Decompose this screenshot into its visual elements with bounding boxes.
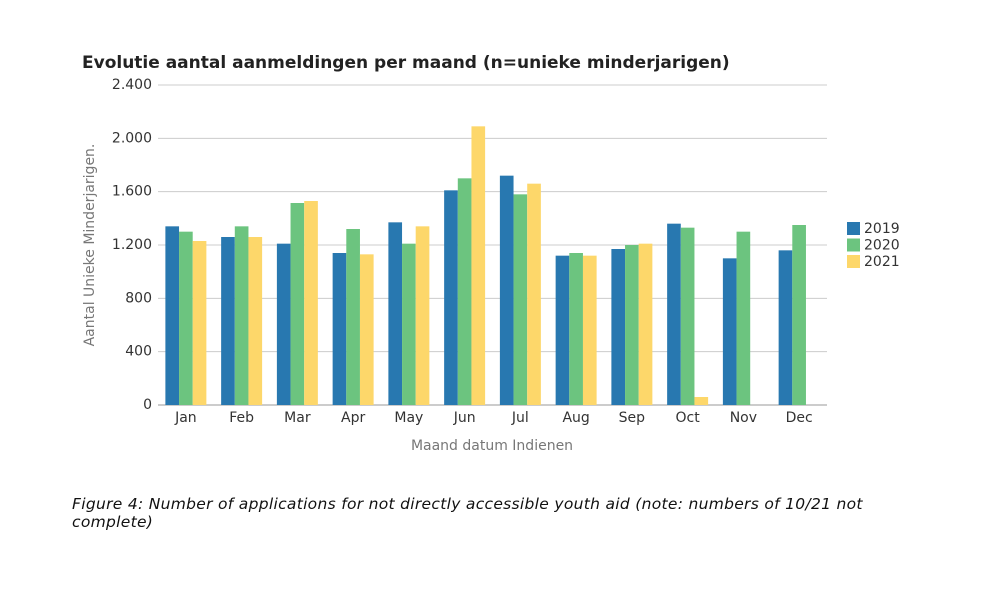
- bar: [527, 183, 541, 405]
- x-tick-label: Oct: [676, 410, 701, 426]
- bar: [625, 245, 639, 405]
- x-tick-label: May: [394, 410, 423, 426]
- legend-label: 2020: [864, 238, 900, 254]
- legend-label: 2019: [864, 221, 900, 237]
- bar: [667, 223, 681, 405]
- x-tick-label: Nov: [730, 410, 757, 426]
- x-tick-label: Jul: [511, 410, 529, 426]
- y-tick-label: 2.400: [112, 77, 152, 93]
- y-tick-label: 1.600: [112, 184, 152, 200]
- bar: [680, 227, 695, 405]
- x-axis-label: Maand datum Indienen: [411, 438, 573, 454]
- bar: [499, 175, 514, 405]
- x-tick-label: Mar: [284, 410, 311, 426]
- bar: [722, 258, 737, 405]
- x-tick-label: Apr: [341, 410, 365, 426]
- x-tick-label: Sep: [619, 410, 646, 426]
- x-tick-label: Jan: [174, 410, 197, 426]
- bar: [415, 226, 430, 405]
- bar: [192, 241, 207, 405]
- figure-caption: Figure 4: Number of applications for not…: [72, 495, 863, 531]
- bar: [555, 255, 570, 405]
- x-tick-label: Aug: [562, 410, 589, 426]
- bar: [513, 194, 528, 405]
- bar: [471, 126, 486, 405]
- legend-swatch: [847, 255, 860, 268]
- bar: [304, 201, 318, 405]
- bar: [582, 255, 597, 405]
- bar: [165, 226, 180, 405]
- bar: [346, 229, 360, 405]
- bar: [457, 178, 472, 405]
- bar: [179, 231, 193, 405]
- x-tick-label: Dec: [786, 410, 813, 426]
- bar: [569, 253, 583, 405]
- x-tick-label: Jun: [453, 410, 476, 426]
- y-tick-label: 800: [125, 290, 152, 306]
- bar: [359, 254, 374, 405]
- bar: [694, 397, 709, 405]
- x-tick-label: Feb: [229, 410, 254, 426]
- bar: [388, 222, 403, 405]
- bar: [444, 190, 458, 405]
- bar: [234, 226, 249, 405]
- bar: [778, 250, 793, 405]
- bar: [792, 225, 806, 405]
- y-tick-label: 2.000: [112, 130, 152, 146]
- bar: [638, 243, 653, 405]
- y-axis-label: Aantal Unieke Minderjarigen.: [82, 144, 98, 347]
- bar: [290, 203, 305, 405]
- y-tick-label: 1.200: [112, 237, 152, 253]
- chart: Evolutie aantal aanmeldingen per maand (…: [82, 53, 900, 454]
- y-tick-label: 400: [125, 344, 152, 360]
- y-tick-label: 0: [143, 397, 152, 413]
- bar: [276, 243, 291, 405]
- legend-swatch: [847, 222, 860, 235]
- bar: [221, 237, 235, 405]
- legend-label: 2021: [864, 254, 900, 270]
- bar: [248, 237, 263, 405]
- bar: [611, 249, 626, 405]
- bar: [402, 243, 416, 405]
- bar: [332, 253, 347, 405]
- legend-swatch: [847, 238, 860, 252]
- bar: [736, 231, 751, 405]
- chart-title: Evolutie aantal aanmeldingen per maand (…: [82, 53, 730, 73]
